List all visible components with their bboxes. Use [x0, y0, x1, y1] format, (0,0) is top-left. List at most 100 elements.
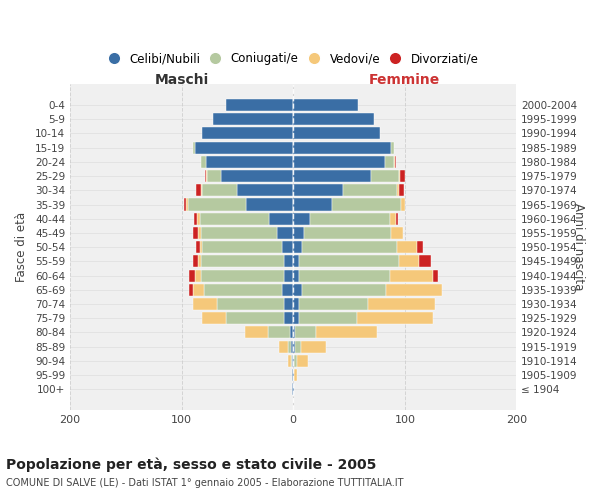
Bar: [295, 340, 301, 352]
Bar: [247, 198, 293, 210]
Bar: [197, 212, 200, 225]
Bar: [282, 284, 293, 296]
Bar: [213, 113, 293, 126]
Bar: [293, 128, 380, 140]
Bar: [194, 212, 197, 225]
Bar: [279, 340, 287, 352]
Bar: [299, 256, 399, 268]
Bar: [391, 270, 433, 281]
Bar: [293, 256, 299, 268]
Bar: [293, 113, 374, 126]
Bar: [394, 156, 395, 168]
Bar: [417, 241, 423, 253]
Bar: [357, 312, 433, 324]
Bar: [195, 270, 200, 281]
Bar: [293, 156, 385, 168]
Text: Maschi: Maschi: [155, 72, 209, 86]
Bar: [293, 312, 299, 324]
Bar: [205, 170, 206, 182]
Y-axis label: Fasce di età: Fasce di età: [15, 212, 28, 282]
Bar: [293, 355, 295, 367]
Legend: Celibi/Nubili, Coniugati/e, Vedovi/e, Divorziati/e: Celibi/Nubili, Coniugati/e, Vedovi/e, Di…: [103, 48, 484, 70]
Bar: [202, 128, 293, 140]
Bar: [302, 284, 386, 296]
Bar: [401, 198, 405, 210]
Bar: [269, 212, 293, 225]
Bar: [293, 369, 295, 381]
Bar: [184, 198, 186, 210]
Bar: [277, 227, 293, 239]
Bar: [293, 99, 358, 111]
Bar: [193, 142, 195, 154]
Bar: [284, 312, 293, 324]
Bar: [293, 142, 391, 154]
Bar: [295, 355, 296, 367]
Bar: [302, 241, 397, 253]
Bar: [291, 355, 292, 367]
Bar: [296, 355, 308, 367]
Bar: [400, 170, 405, 182]
Bar: [217, 298, 284, 310]
Bar: [200, 270, 284, 281]
Bar: [190, 284, 193, 296]
Bar: [193, 284, 204, 296]
Bar: [293, 198, 332, 210]
Bar: [190, 270, 195, 281]
Bar: [299, 270, 391, 281]
Bar: [202, 184, 238, 196]
Text: COMUNE DI SALVE (LE) - Dati ISTAT 1° gennaio 2005 - Elaborazione TUTTITALIA.IT: COMUNE DI SALVE (LE) - Dati ISTAT 1° gen…: [6, 478, 404, 488]
Bar: [310, 212, 391, 225]
Bar: [196, 241, 200, 253]
Bar: [200, 256, 284, 268]
Bar: [293, 184, 343, 196]
Y-axis label: Anni di nascita: Anni di nascita: [572, 204, 585, 291]
Bar: [282, 241, 293, 253]
Bar: [208, 170, 221, 182]
Bar: [293, 241, 302, 253]
Bar: [293, 326, 295, 338]
Bar: [186, 198, 188, 210]
Bar: [293, 227, 304, 239]
Bar: [292, 355, 293, 367]
Bar: [200, 156, 206, 168]
Bar: [295, 369, 296, 381]
Bar: [391, 142, 394, 154]
Bar: [200, 241, 202, 253]
Bar: [193, 298, 217, 310]
Bar: [292, 369, 293, 381]
Bar: [291, 340, 293, 352]
Bar: [284, 256, 293, 268]
Bar: [368, 298, 435, 310]
Bar: [391, 212, 396, 225]
Bar: [193, 256, 199, 268]
Bar: [301, 340, 326, 352]
Bar: [290, 326, 293, 338]
Bar: [293, 270, 299, 281]
Bar: [397, 184, 399, 196]
Bar: [399, 256, 419, 268]
Bar: [204, 284, 282, 296]
Bar: [293, 170, 371, 182]
Bar: [371, 170, 399, 182]
Bar: [299, 312, 357, 324]
Bar: [293, 298, 299, 310]
Bar: [206, 170, 208, 182]
Bar: [221, 170, 293, 182]
Bar: [200, 227, 277, 239]
Text: Femmine: Femmine: [369, 72, 440, 86]
Bar: [199, 256, 200, 268]
Bar: [295, 326, 316, 338]
Bar: [304, 227, 391, 239]
Bar: [284, 270, 293, 281]
Bar: [200, 212, 269, 225]
Bar: [202, 241, 282, 253]
Bar: [284, 298, 293, 310]
Bar: [332, 198, 401, 210]
Bar: [200, 184, 202, 196]
Bar: [386, 284, 442, 296]
Bar: [395, 156, 396, 168]
Bar: [396, 212, 398, 225]
Bar: [226, 312, 284, 324]
Bar: [293, 212, 310, 225]
Bar: [226, 99, 293, 111]
